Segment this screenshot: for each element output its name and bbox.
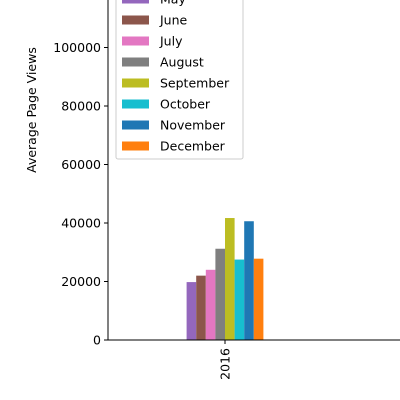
legend-label: May xyxy=(160,0,186,7)
bar-december xyxy=(254,259,264,340)
x-tick-label: 2016 xyxy=(218,348,233,380)
legend-label: August xyxy=(160,55,204,70)
legend-label: June xyxy=(159,13,188,28)
legend-label: July xyxy=(159,34,183,49)
bar-october xyxy=(235,260,245,340)
legend-swatch-june xyxy=(122,16,149,25)
y-tick-label: 100000 xyxy=(53,40,101,55)
legend-swatch-november xyxy=(122,121,149,130)
y-axis-label: Average Page Views xyxy=(24,47,39,173)
y-tick-label: 40000 xyxy=(61,216,101,231)
bar-may xyxy=(187,282,197,340)
bar-november xyxy=(244,221,254,340)
bar-june xyxy=(196,276,206,340)
legend-label: November xyxy=(160,118,226,133)
legend-swatch-may xyxy=(122,0,149,4)
legend: May June July August September October Novembe… xyxy=(116,0,243,159)
bar-august xyxy=(215,249,225,340)
y-tick-label: 60000 xyxy=(61,157,101,172)
y-tick-label: 80000 xyxy=(61,99,101,114)
legend-swatch-august xyxy=(122,58,149,67)
y-tick-label: 0 xyxy=(93,333,101,348)
legend-swatch-october xyxy=(122,100,149,109)
y-ticks-group: 0 20000 40000 60000 80000 100000 xyxy=(53,40,108,348)
bar-july xyxy=(206,270,216,340)
legend-swatch-september xyxy=(122,79,149,88)
legend-swatch-december xyxy=(122,142,149,151)
legend-label: September xyxy=(160,76,230,91)
legend-label: December xyxy=(160,139,226,154)
legend-swatch-july xyxy=(122,37,149,46)
x-ticks-group: 2016 xyxy=(218,340,233,380)
bar-september xyxy=(225,218,235,340)
legend-label: October xyxy=(160,97,211,112)
bars-group xyxy=(187,218,264,340)
y-tick-label: 20000 xyxy=(61,274,101,289)
